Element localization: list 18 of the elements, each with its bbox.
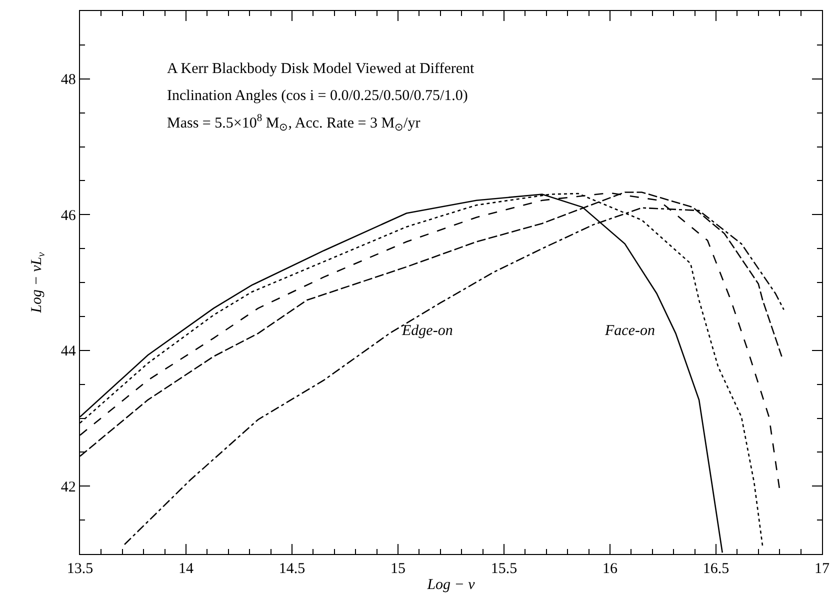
annotation: Mass = 5.5×10$^{8}$ M$_{⊙}$, Acc. Rate = 3 M$_{⊙}$/yr xyxy=(167,113,420,134)
annotation: Face-on xyxy=(604,323,655,339)
x-axis-title: Log − ν xyxy=(426,577,476,594)
x-tick-label: 15 xyxy=(390,561,406,578)
x-tick-label: 16.5 xyxy=(702,561,730,578)
x-tick-label: 13.5 xyxy=(66,561,94,578)
x-tick-label: 16 xyxy=(602,561,618,578)
annotation: Inclination Angles (cos i = 0.0/0.25/0.50/0.75/1.0) xyxy=(167,88,468,104)
y-tick-label: 48 xyxy=(60,72,76,88)
x-tick-label: 14 xyxy=(178,561,194,578)
x-tick-label: 15.5 xyxy=(490,561,518,578)
y-tick-label: 42 xyxy=(60,479,76,496)
y-tick-label: 46 xyxy=(60,208,76,224)
annotation: A Kerr Blackbody Disk Model Viewed at Different xyxy=(167,61,476,77)
x-tick-label: 14.5 xyxy=(278,561,306,578)
x-tick-label: 17 xyxy=(814,561,830,578)
y-tick-label: 44 xyxy=(60,344,76,360)
annotation: Edge-on xyxy=(401,323,453,339)
